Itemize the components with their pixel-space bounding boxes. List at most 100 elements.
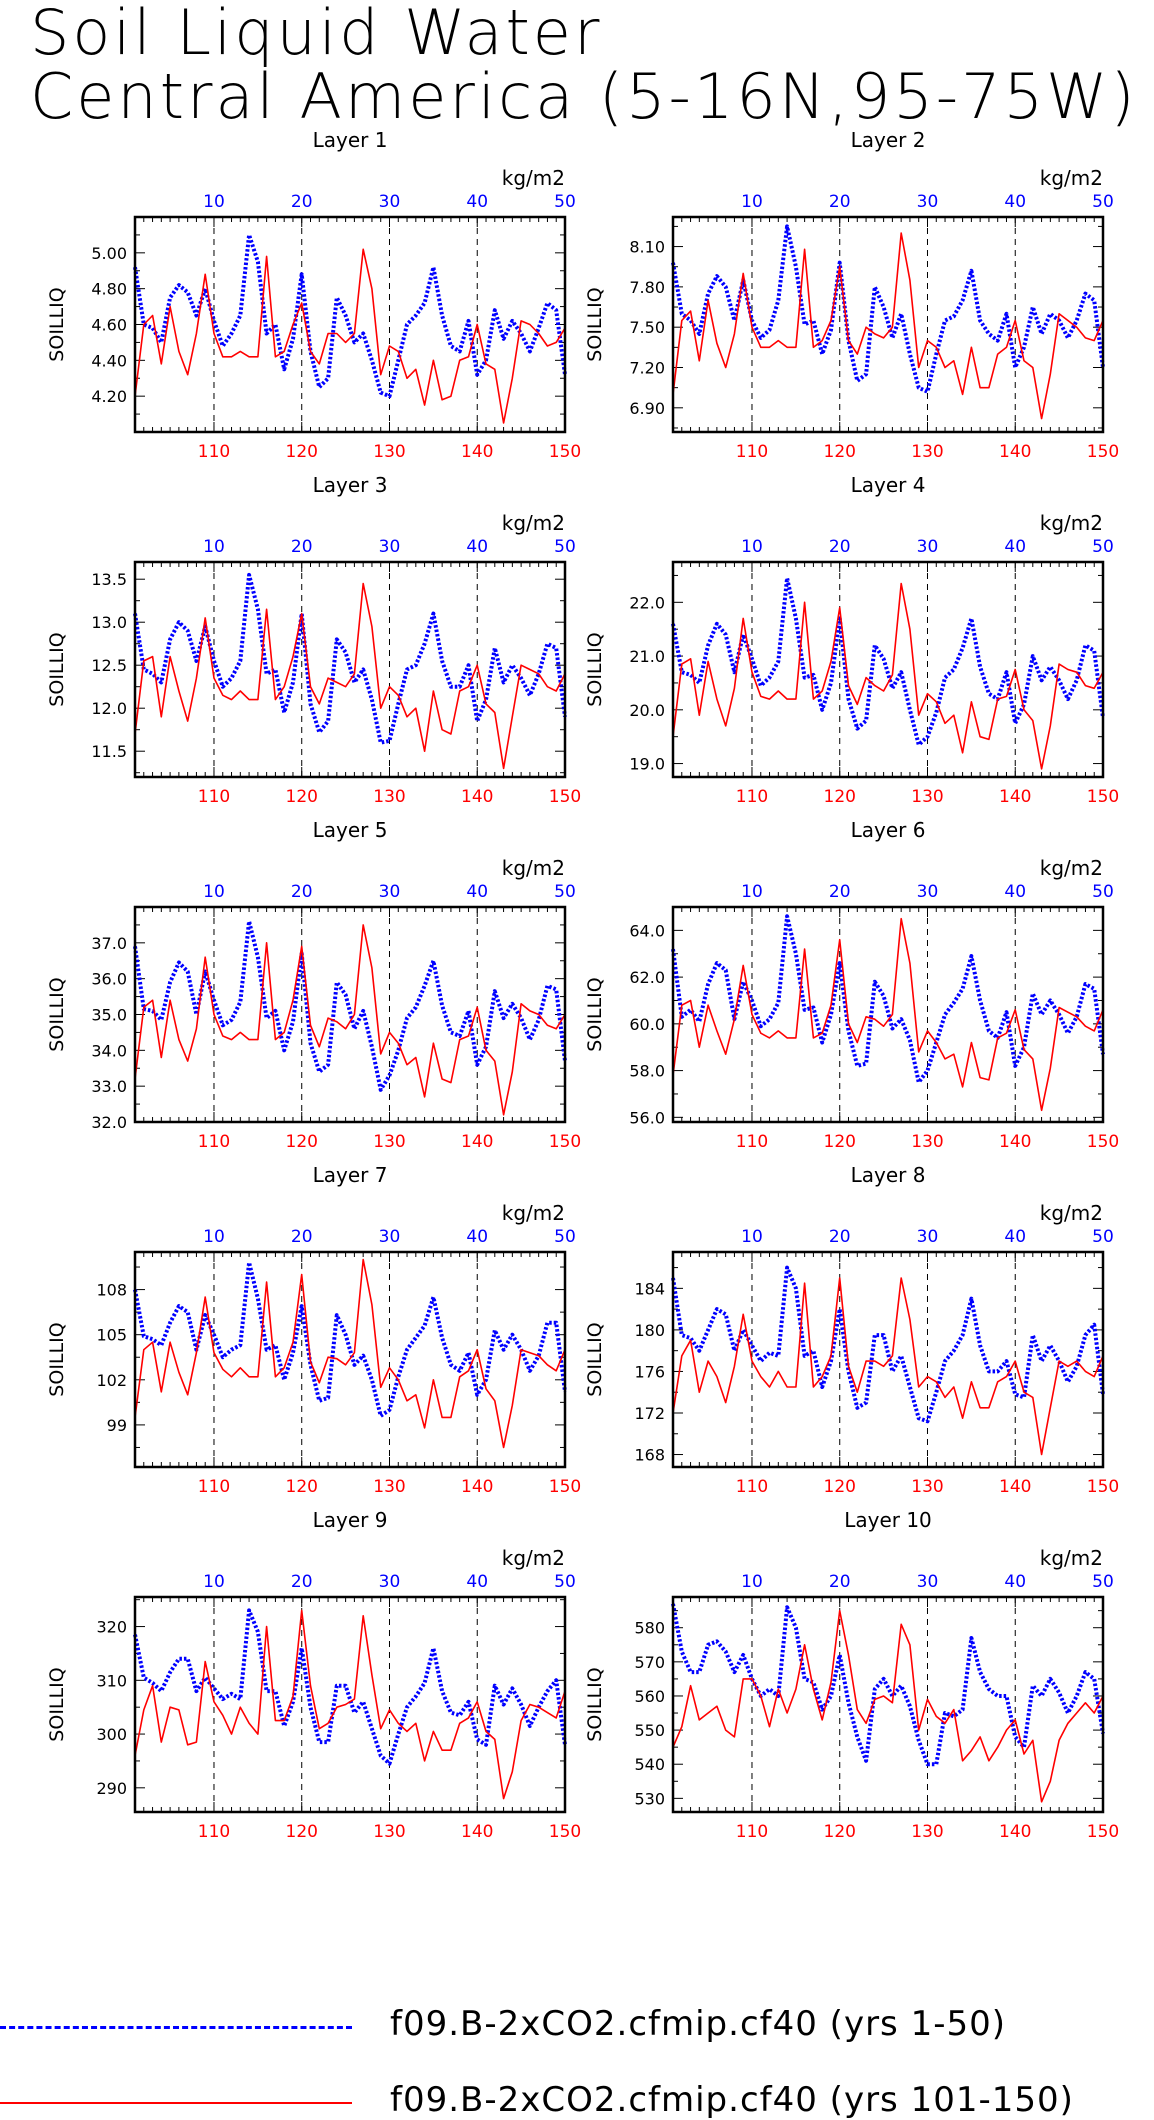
series-line-yrs-1-50 (133, 919, 567, 1092)
x-tick-label-bottom: 120 (286, 1477, 318, 1497)
x-tick-label-bottom: 140 (999, 1132, 1031, 1152)
plot-frame (133, 215, 567, 434)
unit-label: kg/m2 (1040, 1201, 1103, 1225)
series-line-yrs-101-150 (134, 1258, 566, 1449)
y-tick-label: 6.90 (629, 399, 665, 418)
x-tick-label-bottom: 150 (1087, 787, 1119, 807)
unit-label: kg/m2 (1040, 166, 1103, 190)
x-tick-label-top: 50 (554, 192, 576, 212)
x-tick-label-top: 40 (1004, 1572, 1026, 1592)
x-tick-label-top: 50 (1092, 882, 1114, 902)
plot-frame (133, 1250, 567, 1469)
y-tick-label: 560 (634, 1687, 665, 1706)
x-tick-label-top: 30 (917, 537, 939, 557)
x-tick-label-bottom: 140 (461, 1822, 493, 1842)
x-tick-label-bottom: 120 (824, 787, 856, 807)
x-tick-label-bottom: 150 (549, 1822, 581, 1842)
plot-frame (133, 1595, 567, 1814)
y-tick-label: 32.0 (91, 1113, 127, 1132)
y-tick-label: 12.0 (91, 699, 127, 718)
y-tick-label: 13.5 (91, 570, 127, 589)
y-tick-label: 4.80 (91, 280, 127, 299)
series-line-yrs-1-50 (671, 914, 1105, 1085)
x-tick-label-bottom: 150 (1087, 442, 1119, 462)
x-tick-label-top: 20 (829, 537, 851, 557)
x-tick-label-top: 30 (379, 192, 401, 212)
y-tick-label: 4.40 (91, 351, 127, 370)
legend-line-series1 (0, 2026, 352, 2029)
y-tick-label: 22.0 (629, 593, 665, 612)
x-tick-label-top: 20 (291, 537, 313, 557)
x-tick-label-bottom: 130 (911, 1132, 943, 1152)
x-tick-label-bottom: 110 (198, 787, 230, 807)
y-tick-label: 168 (634, 1446, 665, 1465)
x-tick-label-bottom: 110 (736, 442, 768, 462)
y-tick-label: 105 (96, 1326, 127, 1345)
x-tick-label-bottom: 120 (286, 1822, 318, 1842)
x-tick-label-bottom: 120 (824, 1477, 856, 1497)
x-tick-label-bottom: 120 (286, 442, 318, 462)
x-tick-label-top: 20 (829, 1227, 851, 1247)
x-tick-label-bottom: 140 (999, 442, 1031, 462)
unit-label: kg/m2 (502, 511, 565, 535)
y-tick-label: 19.0 (629, 755, 665, 774)
y-tick-label: 7.50 (629, 318, 665, 337)
x-tick-label-top: 20 (291, 882, 313, 902)
x-tick-label-top: 40 (1004, 1227, 1026, 1247)
y-axis-label: SOILLIQ (584, 1322, 606, 1396)
x-tick-label-bottom: 150 (1087, 1132, 1119, 1152)
x-tick-label-bottom: 140 (461, 1477, 493, 1497)
y-tick-label: 550 (634, 1721, 665, 1740)
y-tick-label: 4.20 (91, 387, 127, 406)
x-tick-label-top: 40 (466, 1227, 488, 1247)
x-tick-label-bottom: 110 (198, 1822, 230, 1842)
x-tick-label-bottom: 150 (549, 1132, 581, 1152)
x-tick-label-bottom: 130 (373, 787, 405, 807)
y-tick-label: 58.0 (629, 1062, 665, 1081)
chart-title-line1: Soil Liquid Water (30, 0, 603, 69)
panel-title: Layer 10 (844, 1508, 932, 1532)
x-tick-label-top: 10 (741, 1227, 763, 1247)
x-tick-label-bottom: 120 (824, 1132, 856, 1152)
y-axis-label: SOILLIQ (46, 1667, 68, 1741)
x-tick-label-bottom: 110 (198, 442, 230, 462)
x-tick-label-top: 10 (741, 1572, 763, 1592)
x-tick-label-bottom: 150 (1087, 1477, 1119, 1497)
x-tick-label-top: 50 (554, 537, 576, 557)
y-tick-label: 11.5 (91, 742, 127, 761)
x-tick-label-top: 20 (291, 1572, 313, 1592)
panel-title: Layer 1 (313, 128, 388, 152)
series-line-yrs-1-50 (671, 576, 1105, 747)
x-tick-label-top: 20 (291, 192, 313, 212)
panel-title: Layer 4 (851, 473, 926, 497)
series-line-yrs-1-50 (671, 1603, 1105, 1767)
chart-panel-3: Layer 3 kg/m2 SOILLIQ 11.5 12.0 12.5 13.0 13.5 1… (46, 473, 581, 807)
x-tick-label-top: 50 (1092, 1572, 1114, 1592)
x-tick-label-bottom: 120 (286, 787, 318, 807)
x-tick-label-bottom: 150 (1087, 1822, 1119, 1842)
y-axis-label: SOILLIQ (46, 287, 68, 361)
x-tick-label-top: 10 (741, 537, 763, 557)
y-tick-label: 102 (96, 1371, 127, 1390)
y-tick-label: 64.0 (629, 921, 665, 940)
x-tick-label-top: 30 (917, 882, 939, 902)
series-line-yrs-101-150 (672, 917, 1104, 1112)
plot-frame (671, 560, 1105, 779)
series-line-yrs-101-150 (672, 1609, 1104, 1803)
y-tick-label: 7.20 (629, 359, 665, 378)
x-tick-label-top: 10 (741, 192, 763, 212)
x-tick-label-top: 30 (917, 1572, 939, 1592)
unit-label: kg/m2 (502, 1201, 565, 1225)
y-tick-label: 8.10 (629, 238, 665, 257)
y-tick-label: 21.0 (629, 647, 665, 666)
y-axis-label: SOILLIQ (584, 977, 606, 1051)
y-tick-label: 180 (634, 1321, 665, 1340)
chart-panel-4: Layer 4 kg/m2 SOILLIQ 19.0 20.0 21.0 22.0 110 12… (584, 473, 1119, 807)
series-line-yrs-1-50 (133, 1608, 567, 1766)
x-tick-label-bottom: 120 (286, 1132, 318, 1152)
unit-label: kg/m2 (502, 166, 565, 190)
y-tick-label: 540 (634, 1755, 665, 1774)
plot-frame (133, 560, 567, 779)
y-tick-label: 320 (96, 1618, 127, 1637)
x-tick-label-bottom: 150 (549, 787, 581, 807)
